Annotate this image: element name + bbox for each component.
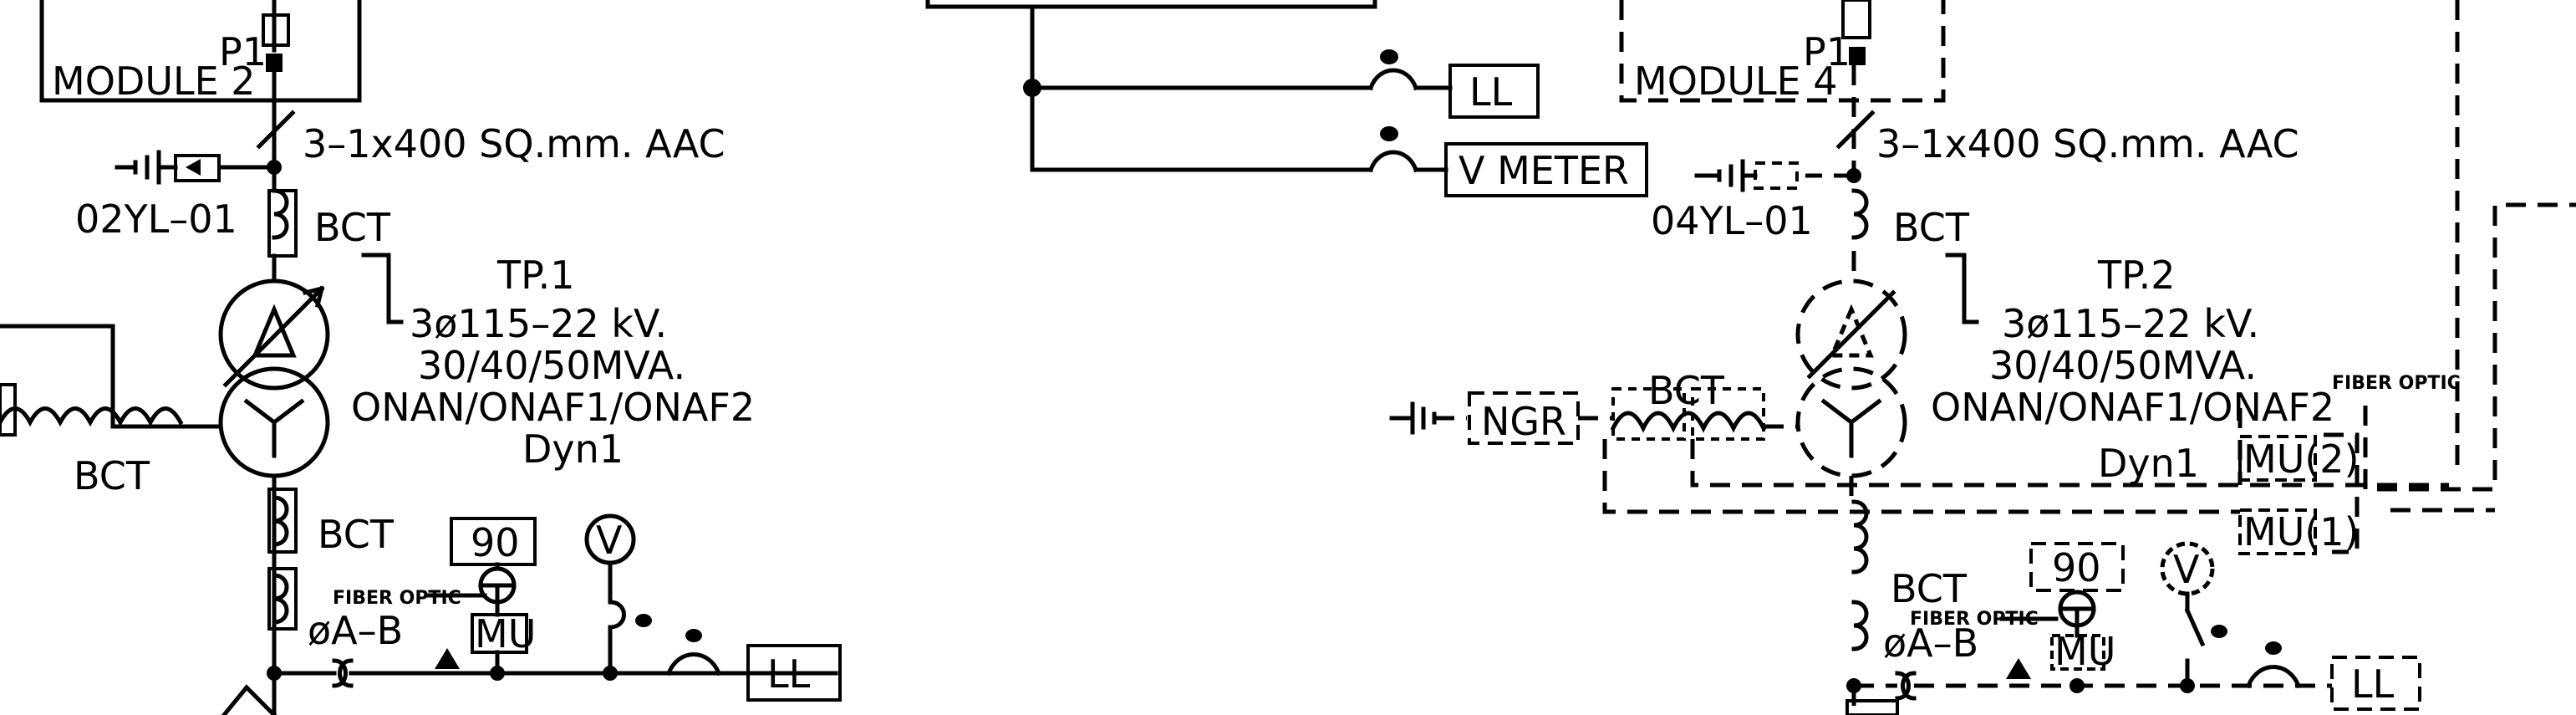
module-2-label: MODULE 2 (52, 59, 256, 104)
relay-90-label: 90 (471, 520, 520, 565)
tap-changer-arrow (222, 285, 325, 388)
module-2-boundary (39, 0, 362, 103)
fiber-optic-label: FIBER OPTIC (333, 588, 461, 609)
bct-neutral-coil (0, 406, 184, 427)
ngr-label: NGR (1481, 399, 1566, 444)
bct-neutral-coil-right (1610, 411, 1767, 433)
voltmeter-label-right: V (2173, 547, 2200, 592)
p1-label: P1 (219, 29, 267, 74)
bct-neutral-label-right: BCT (1648, 368, 1725, 413)
metering-bus (1030, 4, 1373, 172)
relay-90-box (450, 517, 537, 566)
right-bay: MODULE 4 P1 3–1x400 SQ.mm. AAC 04YL–01 B… (1389, 0, 2576, 715)
cable-slash (256, 110, 296, 150)
transformer-name: TP.1 (496, 253, 575, 298)
v-meter-box (1444, 142, 1648, 197)
bct-top-label: BCT (314, 205, 391, 250)
vmeter-fuse (1367, 150, 1448, 173)
transformer-voltage-right: 3ø115–22 kV. (2002, 301, 2259, 346)
vt-coil-right (1851, 600, 1869, 651)
v-meter-label: V METER (1459, 148, 1629, 193)
bct-top-coil (272, 188, 289, 240)
delta-winding-icon (252, 304, 297, 358)
mu2-box (2238, 435, 2317, 482)
transformer-voltage: 3ø115–22 kV. (410, 301, 667, 346)
cable-label: 3–1x400 SQ.mm. AAC (303, 121, 725, 166)
merging-unit-box-right (2050, 634, 2105, 671)
middle-metering: LL V METER (925, 0, 1648, 197)
neutral-connection (0, 324, 221, 429)
transformer-tp1-primary (218, 278, 330, 391)
ground-triangle-right (2006, 658, 2031, 679)
transformer-vector-group: Dyn1 (522, 426, 624, 472)
transformer-cooling: ONAN/ONAF1/ONAF2 (351, 385, 755, 430)
transformer-rating: 30/40/50MVA. (418, 343, 685, 388)
ground-symbol-right (1694, 159, 1758, 192)
vt-coil (272, 573, 289, 625)
ngr-box (1468, 391, 1580, 445)
ll-middle-label: LL (1469, 69, 1513, 115)
ground-triangle (435, 648, 460, 669)
cable-label-right: 3–1x400 SQ.mm. AAC (1876, 121, 2299, 166)
ll-box-left (746, 644, 842, 702)
delta-winding-icon-right (1829, 304, 1874, 358)
ground-switch-right (1754, 161, 1799, 190)
ll-right-label: LL (2351, 661, 2395, 707)
fuse-symbol (665, 652, 722, 677)
vt-secondary-line (272, 658, 838, 688)
module-4-boundary (1619, 0, 1946, 103)
bct-bottom-label: BCT (318, 512, 395, 557)
ll-box-middle (1448, 64, 1540, 119)
equipment-id: 02YL–01 (75, 197, 237, 242)
bct-neutral-label: BCT (74, 453, 150, 498)
voltmeter-label: V (596, 518, 623, 563)
merging-unit-label: MU (475, 611, 536, 656)
left-bay: MODULE 2 P1 3–1x400 SQ.mm. AAC 02YL–01 B… (0, 0, 842, 715)
ngr-ground (1389, 401, 1437, 435)
relay-90-label-right: 90 (2052, 545, 2101, 590)
ll-left-label: LL (767, 651, 811, 697)
ground-symbol (115, 150, 178, 185)
transformer-tp2-secondary (1795, 366, 1907, 478)
ll-fuse (1367, 68, 1453, 91)
phase-label: øA–B (308, 608, 403, 653)
fiber-path-upper (1690, 439, 2449, 488)
fiber-path-lower (1602, 439, 2240, 514)
bct-top-label-right: BCT (1893, 205, 1970, 250)
voltmeter-icon-right (2160, 541, 2215, 596)
mu1-box (2238, 508, 2317, 555)
bct-bottom-coil (272, 495, 289, 547)
transformer-cooling-right: ONAN/ONAF1/ONAF2 (1931, 385, 2334, 430)
fiber-optic-trunk (2363, 202, 2576, 492)
module-4-label: MODULE 4 (1634, 59, 1838, 104)
mu1-label: MU(1) (2243, 509, 2360, 554)
equipment-id-right: 04YL–01 (1651, 198, 1813, 243)
wye-winding-icon (243, 398, 305, 458)
bct-bottom-label-right: BCT (1891, 566, 1968, 611)
fiber-optic-top-label: FIBER OPTIC (2332, 373, 2461, 394)
fiber-connector-right (2324, 432, 2360, 554)
module-4-terminal (1841, 0, 1871, 39)
panel-boundary (925, 0, 1377, 9)
p1-connector (266, 54, 283, 72)
phase-label-right: øA–B (1883, 621, 1978, 666)
merging-unit-label-right: MU (2054, 629, 2115, 674)
wye-winding-icon-right (1820, 398, 1882, 458)
transformer-tp2-primary (1795, 278, 1907, 391)
transformer-rating-right: 30/40/50MVA. (1989, 343, 2257, 388)
transformer-name-right: TP.2 (2097, 253, 2176, 298)
bct-bottom-coil-right (1851, 499, 1869, 575)
bct-top-coil-right (1851, 188, 1869, 240)
mu2-label: MU(2) (2243, 437, 2360, 482)
transformer-vector-group-right: Dyn1 (2098, 441, 2199, 486)
